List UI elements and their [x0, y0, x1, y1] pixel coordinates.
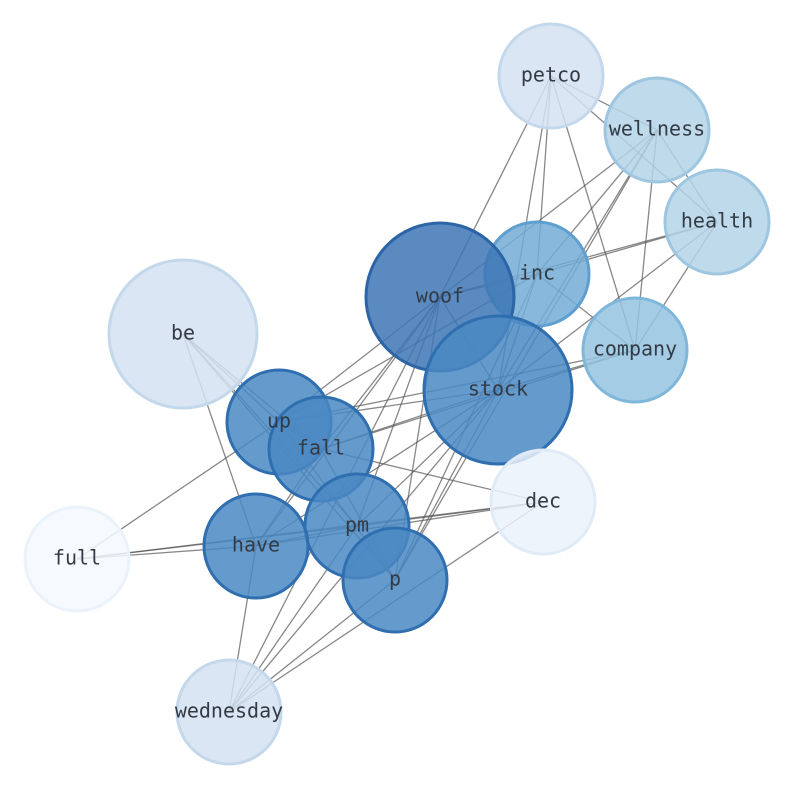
node [603, 76, 711, 184]
node [489, 448, 597, 556]
node [581, 296, 689, 404]
node-label: full [53, 546, 101, 570]
node [107, 258, 259, 410]
node [663, 168, 771, 276]
node [497, 22, 605, 130]
node-label: p [389, 567, 401, 591]
node-label: petco [521, 63, 581, 87]
node-label: stock [468, 377, 528, 401]
node-label: up [267, 409, 291, 433]
node [422, 314, 574, 466]
node-label: inc [519, 261, 555, 285]
node-label: be [171, 321, 195, 345]
node-label: health [681, 209, 753, 233]
node-label: have [232, 533, 280, 557]
node [23, 505, 131, 613]
node [202, 492, 310, 600]
node-label: wellness [609, 117, 705, 141]
node-label: company [593, 337, 677, 361]
node-label: dec [525, 489, 561, 513]
node-label: woof [416, 284, 464, 308]
node-label: wednesday [175, 699, 283, 723]
node-label: fall [297, 436, 345, 460]
node-label: pm [345, 513, 369, 537]
node [175, 658, 283, 766]
node [341, 526, 449, 634]
nodes: petco wellness health inc woof company be stock… [23, 22, 771, 766]
